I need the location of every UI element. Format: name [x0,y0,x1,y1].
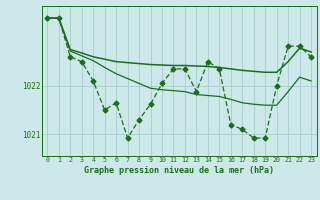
X-axis label: Graphe pression niveau de la mer (hPa): Graphe pression niveau de la mer (hPa) [84,166,274,175]
